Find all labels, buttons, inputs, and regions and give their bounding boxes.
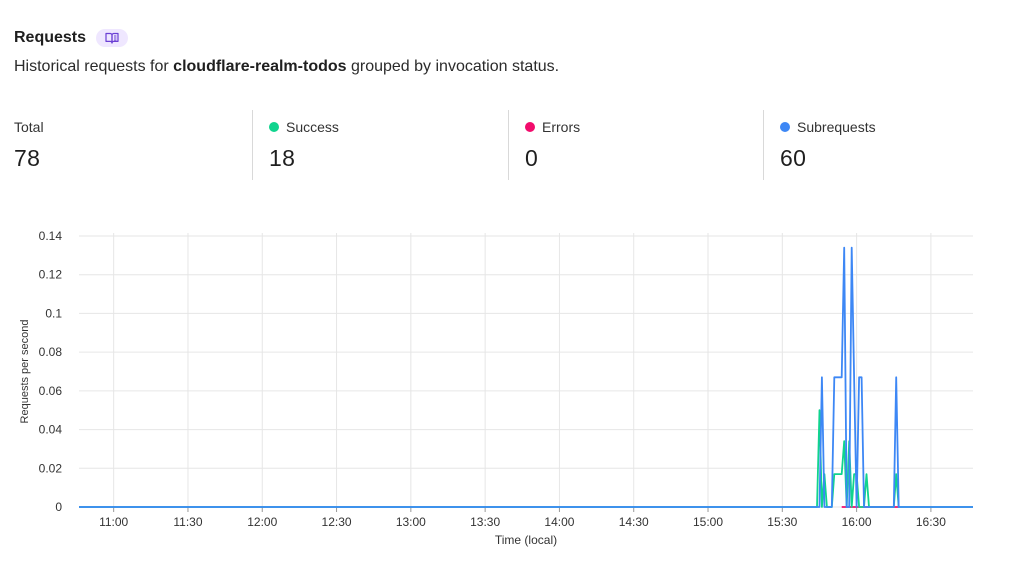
x-tick-label: 11:30 <box>173 515 202 529</box>
stat-divider <box>508 110 509 180</box>
series-line-success[interactable] <box>79 409 973 508</box>
subtitle-prefix: Historical requests for <box>14 58 174 75</box>
y-tick-label: 0.02 <box>39 461 63 475</box>
x-tick-label: 15:00 <box>693 515 723 529</box>
y-tick-label: 0.08 <box>39 345 63 359</box>
y-tick-label: 0.06 <box>39 384 63 398</box>
stat-total-value: 78 <box>14 145 41 171</box>
stat-errors-label: Errors <box>542 119 581 135</box>
stat-subrequests: Subrequests 60 <box>780 110 876 180</box>
errors-legend-dot <box>525 122 535 132</box>
y-axis-label: Requests per second <box>19 320 31 424</box>
series-line-subrequests[interactable] <box>79 246 973 508</box>
y-axis: 0 0.02 0.04 0.06 0.08 0.1 0.12 0.14 <box>39 229 63 514</box>
stat-errors-value: 0 <box>525 145 539 171</box>
panel-title: Requests <box>14 29 87 46</box>
x-tick-label: 12:30 <box>322 515 352 529</box>
success-legend-dot <box>269 122 279 132</box>
subtitle-suffix: grouped by invocation status. <box>346 58 560 75</box>
x-tick-label: 14:00 <box>544 515 574 529</box>
stat-errors: Errors 0 <box>525 110 580 180</box>
stat-total: Total 78 <box>14 110 44 180</box>
panel-subtitle: Historical requests for cloudflare-realm… <box>14 58 559 76</box>
y-tick-label: 0.1 <box>45 306 62 320</box>
x-axis: 11:00 11:30 12:00 12:30 13:00 13:30 14:00 14:30… <box>99 507 946 529</box>
stat-success-value: 18 <box>269 145 296 171</box>
y-tick-label: 0.12 <box>39 268 63 282</box>
requests-chart[interactable]: 00.020.040.060.080.10.120.14 11:00 11:30 1… <box>0 225 1014 565</box>
panel-header: Requests Historical requests for cloudfl… <box>14 28 1000 75</box>
x-tick-label: 11:00 <box>99 515 128 529</box>
x-tick-label: 16:30 <box>916 515 946 529</box>
x-tick-label: 13:00 <box>396 515 426 529</box>
x-tick-label: 15:30 <box>767 515 797 529</box>
x-tick-label: 13:30 <box>470 515 500 529</box>
stat-success-label: Success <box>286 119 339 135</box>
chart-grid <box>79 233 973 508</box>
stat-divider <box>252 110 253 180</box>
stat-success: Success 18 <box>269 110 339 180</box>
stats-row: Total 78 Success 18 Errors 0 Subrequests… <box>0 110 1014 180</box>
y-tick-label: 0.14 <box>39 229 63 243</box>
y-tick-label: 0.04 <box>39 423 63 437</box>
x-tick-label: 12:00 <box>247 515 277 529</box>
docs-badge[interactable] <box>96 29 129 47</box>
stat-divider <box>763 110 764 180</box>
x-tick-label: 16:00 <box>842 515 872 529</box>
stat-subrequests-value: 60 <box>780 145 807 171</box>
y-tick-label: 0 <box>55 500 62 514</box>
stat-total-label: Total <box>14 119 44 135</box>
worker-name: cloudflare-realm-todos <box>173 58 347 75</box>
book-open-icon <box>105 32 119 44</box>
stat-subrequests-label: Subrequests <box>797 119 876 135</box>
subrequests-legend-dot <box>780 122 790 132</box>
chart-series <box>79 246 973 508</box>
x-tick-label: 14:30 <box>619 515 649 529</box>
x-axis-label: Time (local) <box>495 533 557 547</box>
